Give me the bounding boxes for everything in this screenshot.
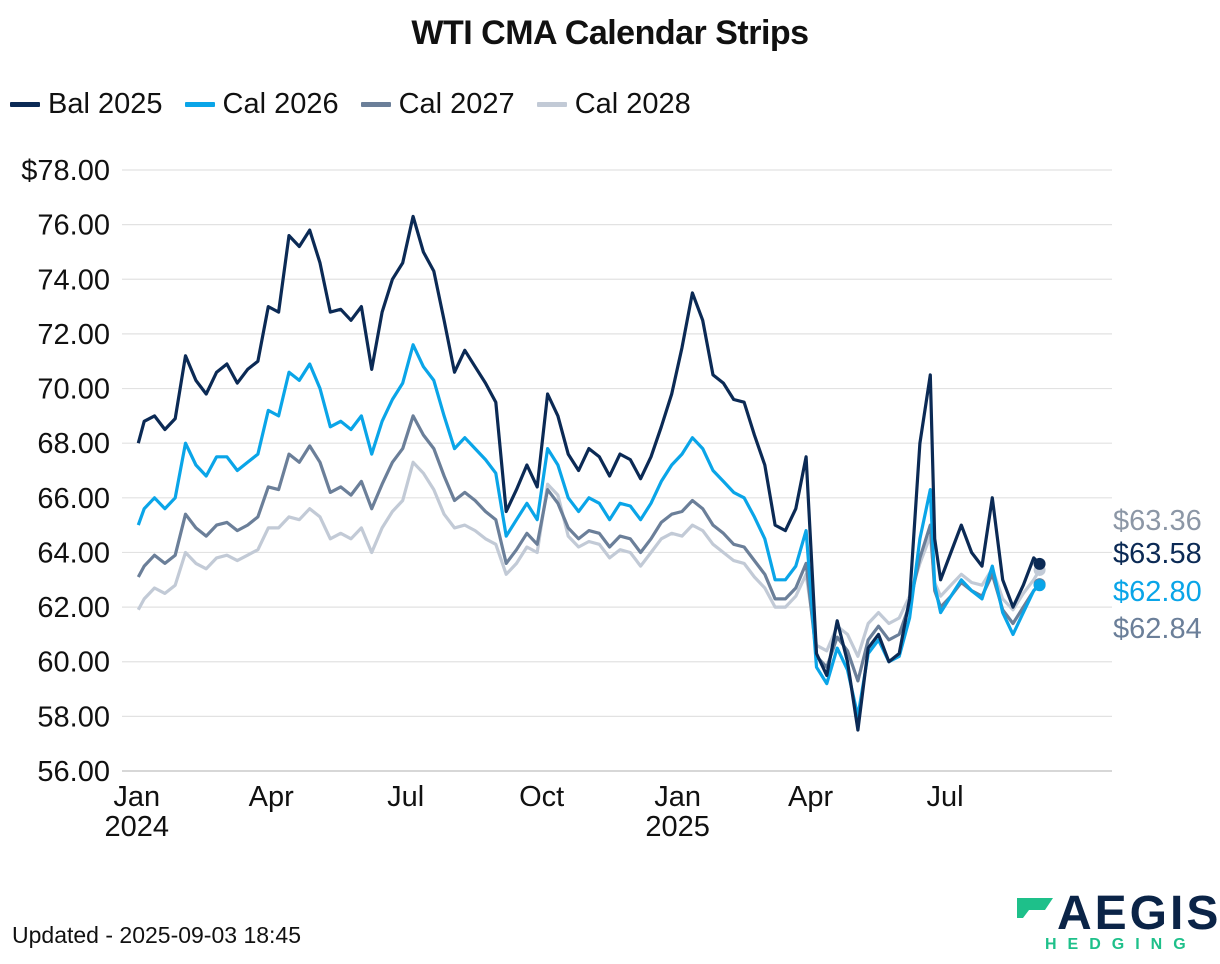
legend-swatch — [360, 102, 391, 107]
y-tick-label: 64.00 — [37, 537, 110, 569]
y-tick-label: 66.00 — [37, 483, 110, 515]
legend-swatch — [184, 102, 215, 107]
x-tick-label: Jul — [926, 781, 963, 813]
series-end-label: $63.36 — [1113, 505, 1202, 537]
legend-label: Cal 2028 — [574, 88, 691, 120]
x-tick-label: Jan — [113, 781, 160, 813]
series-end-marker — [1033, 557, 1046, 570]
chart: $78.00 76.00 74.00 72.00 70.00 68.00 66.00 64.0… — [21, 155, 1202, 843]
y-tick-label: 62.00 — [37, 592, 110, 624]
series-end-label: $62.80 — [1113, 576, 1202, 608]
legend-label: Bal 2025 — [48, 88, 163, 120]
y-tick-label: 68.00 — [37, 428, 110, 460]
y-tick-label: 72.00 — [37, 319, 110, 351]
page-title: WTI CMA Calendar Strips — [411, 14, 809, 52]
series-end-label: $63.58 — [1113, 538, 1202, 570]
legend-label: Cal 2027 — [398, 88, 515, 120]
x-tick-year-label: 2025 — [645, 811, 710, 843]
series-end-marker — [1033, 579, 1046, 592]
x-tick-label: Oct — [519, 781, 564, 813]
y-tick-label: 60.00 — [37, 647, 110, 679]
logo-word: AEGIS — [1057, 887, 1220, 940]
y-tick-label: 70.00 — [37, 374, 110, 406]
legend-label: Cal 2026 — [222, 88, 339, 120]
series-line-cal-2028 — [136, 460, 1041, 658]
logo-subtitle: HEDGING — [1045, 936, 1197, 953]
x-tick-label: Apr — [788, 781, 833, 813]
aegis-logo: AEGIS HEDGING — [1015, 888, 1218, 958]
legend-item: Bal 2025 — [10, 88, 163, 121]
legend-item: Cal 2026 — [184, 88, 339, 121]
legend-item: Cal 2027 — [360, 88, 515, 121]
series-line-bal-2025 — [136, 214, 1041, 732]
series-end-label: $62.84 — [1113, 613, 1202, 645]
y-tick-label: 58.00 — [37, 701, 110, 733]
legend-item: Cal 2028 — [536, 88, 691, 121]
x-tick-year-label: 2024 — [105, 811, 170, 843]
updated-timestamp: Updated - 2025-09-03 18:45 — [12, 922, 301, 948]
y-tick-label: 76.00 — [37, 210, 110, 242]
x-tick-label: Apr — [249, 781, 294, 813]
y-tick-label: $78.00 — [21, 155, 110, 187]
legend-swatch — [10, 102, 40, 107]
logo-mark-icon — [1017, 898, 1053, 918]
y-tick-label: 56.00 — [37, 756, 110, 788]
legend-swatch — [536, 102, 567, 107]
legend: Bal 2025 Cal 2026 Cal 2027 Cal 2028 — [10, 88, 691, 121]
y-tick-label: 74.00 — [37, 264, 110, 296]
x-tick-label: Jul — [387, 781, 424, 813]
x-tick-label: Jan — [654, 781, 701, 813]
series-line-cal-2027 — [136, 414, 1041, 683]
